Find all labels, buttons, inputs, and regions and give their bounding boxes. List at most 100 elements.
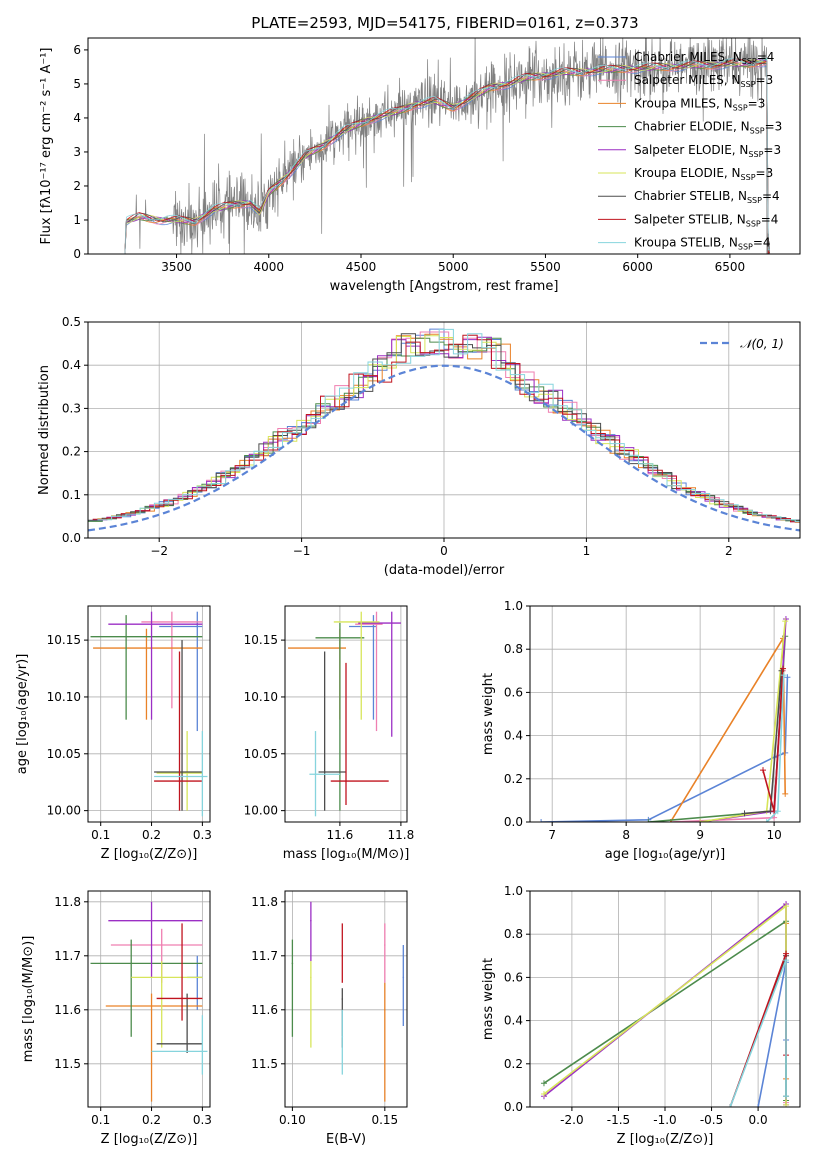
data-point: [310, 919, 312, 922]
data-point: [384, 1009, 386, 1011]
series-marker: [727, 1104, 734, 1107]
x-tick-label: 0.3: [193, 1113, 212, 1127]
data-point: [390, 622, 393, 624]
spectrum-marks: [124, 38, 771, 254]
x-axis-label: (data-model)/error: [384, 563, 505, 578]
series-line: [757, 962, 787, 1107]
axes-frame: [87, 890, 211, 1108]
x-tick-label: 5500: [530, 260, 561, 274]
series-line: [648, 636, 786, 822]
series-marker: [783, 957, 790, 964]
series-marker: [763, 819, 770, 822]
data-point: [341, 1036, 344, 1038]
x-axis-label: wavelength [Angstrom, rest frame]: [330, 279, 559, 294]
y-tick-label: 11.8: [54, 895, 81, 909]
data-point: [314, 773, 317, 776]
legend-label: Kroupa MILES, NSSP=3: [634, 96, 765, 112]
x-tick-label: −1: [293, 544, 311, 558]
y-tick-label: 6: [73, 43, 81, 57]
x-tick-label: -2.0: [560, 1113, 583, 1127]
data-point: [323, 771, 326, 773]
x-axis-label: E(B-V): [326, 1132, 366, 1147]
series-marker: [782, 618, 789, 625]
data-point: [186, 772, 188, 774]
data-point: [402, 976, 405, 979]
x-axis-label: age [log₁₀(age/yr)]: [605, 847, 726, 862]
legend-label: Kroupa ELODIE, NSSP=3: [634, 166, 773, 182]
normal-curve: [88, 364, 800, 532]
y-tick-label: 1.0: [504, 884, 523, 898]
y-tick-label: 0.5: [62, 315, 81, 329]
age_vs_mass-axes: 11.6 11.8 10.00 10.05 10.10 10.15 mass [log₁₀(…: [244, 605, 414, 862]
mass_vs_EBV-marks: [291, 901, 405, 1102]
weight_vs_age-axes: 7 8 9 10 0.0 0.2 0.4 0.6 0.8 1.0 age [log₁₀(age/yr…: [481, 599, 801, 862]
y-tick-label: 0.6: [504, 970, 523, 984]
series-marker: [741, 810, 748, 817]
y-tick-label: 11.7: [251, 949, 278, 963]
legend-label: Chabrier MILES, NSSP=4: [634, 50, 774, 66]
x-tick-label: 0.3: [193, 828, 212, 842]
data-point: [181, 997, 183, 1000]
data-point: [375, 623, 378, 625]
y-tick-label: 3: [73, 145, 81, 159]
y-tick-label: 0.8: [504, 642, 523, 656]
spectrum-legend: Chabrier MILES, NSSP=4 Salpeter MILES, NS…: [598, 50, 782, 252]
x-tick-label: 0.2: [142, 1113, 161, 1127]
spectrum-axes: 3500 4000 4500 5000 5500 6000 6500 0 1 2 3 4 5 6 wavel…: [39, 37, 801, 294]
x-tick-label: 7: [548, 828, 556, 842]
series-marker: [538, 819, 545, 822]
x-tick-label: 0.15: [371, 1113, 398, 1127]
spectrum-frame: 3500 4000 4500 5000 5500 6000 6500 0 1 2 3 4 5 6 wavel…: [39, 37, 801, 294]
y-tick-label: 0.6: [504, 685, 523, 699]
mass_vs_Z-frame: 0.1 0.2 0.3 11.5 11.6 11.7 11.8 Z [log₁₀(Z/Z⊙)]…: [21, 890, 212, 1147]
y-tick-label: 11.6: [54, 1003, 81, 1017]
y-tick-label: 0.2: [62, 445, 81, 459]
y-tick-label: 0.0: [62, 531, 81, 545]
weight_vs_age-frame: 7 8 9 10 0.0 0.2 0.4 0.6 0.8 1.0 age [log₁₀(age/yr…: [481, 599, 801, 862]
y-tick-label: 10.15: [244, 633, 278, 647]
y-tick-label: 0.3: [62, 401, 81, 415]
histogram-kroupa-stelib: [97, 328, 800, 523]
y-tick-label: 10.15: [47, 633, 81, 647]
x-tick-label: 1: [583, 544, 591, 558]
data-point: [130, 962, 133, 965]
x-axis-label: mass [log₁₀(M/M⊙)]: [283, 847, 410, 862]
figure-title: PLATE=2593, MJD=54175, FIBERID=0161, z=0…: [251, 14, 638, 32]
data-point: [160, 944, 163, 946]
x-tick-label: 6500: [715, 260, 746, 274]
y-tick-label: 0.0: [504, 1100, 523, 1114]
age_vs_mass-frame: 11.6 11.8 10.00 10.05 10.10 10.15 mass [log₁₀(…: [244, 605, 414, 862]
series-marker: [540, 1091, 547, 1098]
x-tick-label: -0.5: [700, 1113, 723, 1127]
y-tick-label: 10.05: [244, 747, 278, 761]
series-marker: [783, 1093, 790, 1100]
y-tick-label: 11.8: [251, 895, 278, 909]
data-point: [196, 625, 199, 628]
observed-spectrum: [124, 38, 771, 254]
residuals-axes: −2 −1 0 1 2 0.0 0.1 0.2 0.3 0.4 0.5 (data-model)/er…: [37, 315, 801, 578]
series-marker: [645, 819, 652, 822]
y-tick-label: 0.4: [504, 1014, 523, 1028]
x-tick-label: 2: [725, 544, 733, 558]
x-tick-label: 9: [696, 828, 704, 842]
model-spectrum-kroupa-elodie: [124, 59, 769, 254]
y-tick-label: 2: [73, 179, 81, 193]
age_vs_Z-marks: [90, 611, 208, 817]
series-marker: [783, 950, 790, 957]
x-tick-label: -1.5: [607, 1113, 630, 1127]
x-tick-label: 6000: [622, 260, 653, 274]
x-tick-label: 5000: [438, 260, 469, 274]
y-axis-label: mass [log₁₀(M/M⊙)]: [21, 936, 36, 1063]
age_vs_Z-axes: 0.1 0.2 0.3 10.00 10.05 10.10 10.15 Z [log₁₀(Z/…: [15, 605, 212, 862]
x-tick-label: 4500: [346, 260, 377, 274]
y-tick-label: 11.5: [54, 1057, 81, 1071]
y-tick-label: 1: [73, 213, 81, 227]
data-point: [291, 962, 294, 965]
y-axis-label: Flux [fλ10⁻¹⁷ erg cm⁻² s⁻¹ A⁻¹]: [39, 48, 54, 245]
data-point: [181, 771, 183, 773]
series-line: [670, 670, 784, 822]
y-axis-label: mass weight: [481, 958, 496, 1040]
series-line: [541, 677, 789, 822]
x-tick-label: 0.0: [749, 1113, 768, 1127]
weight_vs_age-marks: [538, 615, 791, 822]
